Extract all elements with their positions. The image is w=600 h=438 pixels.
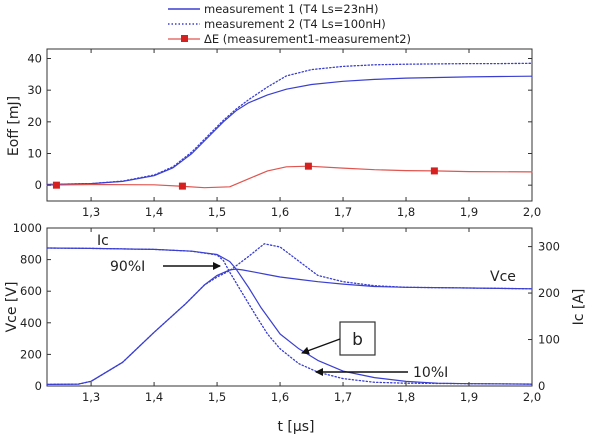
bottom-y-axis-label-left: Vce [V] (4, 282, 20, 333)
y-tick-label: 400 (20, 316, 42, 330)
bottom-y-axis-label-right: Ic [A] (571, 289, 587, 326)
series-line-top-1 (46, 62, 533, 186)
x-tick-label: 1,5 (208, 390, 226, 404)
y-tick-label: 10 (27, 147, 42, 161)
x-tick-label: 2,0 (523, 390, 541, 404)
y-tick-label: 0 (35, 379, 42, 393)
series-line-top-0 (46, 75, 533, 186)
legend-label-measurement-1: measurement 1 (T4 Ls=23nH) (204, 2, 378, 16)
x-tick-label: 1,7 (334, 390, 352, 404)
bottom-y-ticks-left: 0 200 400 600 800 1000 (13, 221, 51, 393)
y-right-tick-label: 200 (538, 286, 560, 300)
annotation-ic-label: Ic (97, 233, 109, 249)
x-tick-label: 1,9 (460, 390, 478, 404)
y-right-tick-label: 100 (538, 333, 560, 347)
y-tick-label: 800 (20, 253, 42, 267)
y-tick-label: 600 (20, 284, 42, 298)
top-y-ticks: 0 10 20 30 40 (27, 52, 532, 192)
x-tick-label: 1,4 (145, 205, 163, 219)
x-tick-label: 1,3 (82, 205, 100, 219)
y-tick-label: 40 (27, 52, 42, 66)
annotation-b-arrow (301, 338, 341, 355)
series-line-bottom-2 (46, 247, 533, 385)
top-plot-frame (46, 48, 533, 202)
series-line-bottom-3 (46, 247, 533, 385)
x-tick-label: 1,8 (397, 390, 415, 404)
y-right-tick-label: 0 (538, 379, 545, 393)
x-tick-label: 1,8 (397, 205, 415, 219)
x-tick-label: 1,3 (82, 390, 100, 404)
x-tick-label: 1,9 (460, 205, 478, 219)
x-tick-label: 1,6 (271, 205, 289, 219)
annotation-10-percent-label: 10%I (413, 365, 448, 381)
series-line-bottom-0 (46, 268, 533, 385)
delta-e-marker (430, 167, 438, 175)
y-tick-label: 20 (27, 115, 42, 129)
delta-e-marker (52, 181, 60, 189)
y-tick-label: 0 (35, 178, 42, 192)
top-series-group (46, 62, 533, 190)
bottom-plot-frame (46, 227, 533, 387)
delta-e-marker (304, 162, 312, 170)
series-line-bottom-1 (46, 243, 533, 386)
bottom-y-ticks-right: 0 100 200 300 (528, 240, 560, 393)
top-x-ticks: 1,3 1,4 1,5 1,6 1,7 1,8 1,9 2,0 (82, 49, 541, 219)
x-axis-label: t [µs] (277, 419, 314, 435)
top-y-axis-label: Eoff [mJ] (6, 96, 22, 156)
annotations: Ic Vce 90%I 10%I b (97, 233, 516, 381)
bottom-series-group (46, 243, 533, 386)
y-tick-label: 30 (27, 83, 42, 97)
top-panel: 0 10 20 30 40 1,3 1,4 1,5 1,6 1,7 1,8 1,9 2,0 Eoff … (6, 48, 541, 219)
legend-label-delta-e: ΔE (measurement1-measurement2) (204, 32, 411, 46)
y-tick-label: 1000 (13, 221, 42, 235)
delta-e-marker (178, 182, 186, 190)
legend-label-measurement-2: measurement 2 (T4 Ls=100nH) (204, 17, 386, 31)
x-tick-label: 2,0 (523, 205, 541, 219)
y-tick-label: 200 (20, 347, 42, 361)
x-tick-label: 1,7 (334, 205, 352, 219)
x-tick-label: 1,5 (208, 205, 226, 219)
series-line-top-2 (46, 165, 533, 189)
annotation-vce-label: Vce (490, 269, 516, 285)
x-tick-label: 1,6 (271, 390, 289, 404)
annotation-b-box (339, 321, 376, 356)
x-tick-label: 1,4 (145, 390, 163, 404)
y-right-tick-label: 300 (538, 240, 560, 254)
annotation-90-percent-label: 90%I (110, 259, 145, 275)
legend-marker-delta-e (181, 35, 188, 42)
legend: measurement 1 (T4 Ls=23nH) measurement 2… (168, 2, 411, 46)
annotation-b-label: b (352, 330, 363, 350)
bottom-x-ticks: 1,3 1,4 1,5 1,6 1,7 1,8 1,9 2,0 (82, 228, 541, 404)
